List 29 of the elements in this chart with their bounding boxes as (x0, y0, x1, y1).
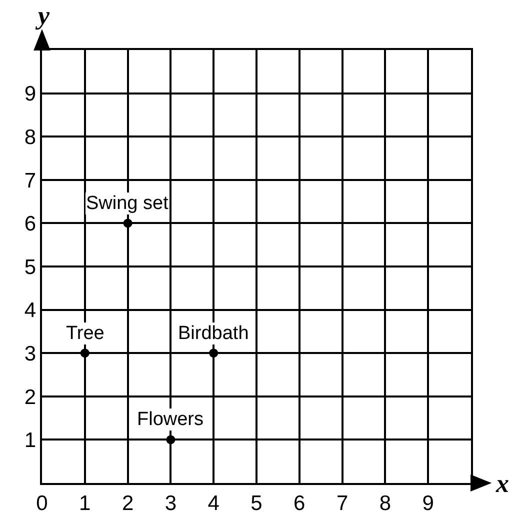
x-tick-label: 6 (294, 492, 306, 515)
y-tick-label: 4 (24, 299, 36, 322)
x-axis-title: x (495, 469, 509, 498)
point (123, 218, 132, 228)
x-tick-label: 2 (122, 492, 134, 515)
y-tick-label: 9 (24, 82, 36, 106)
y-tick-label: 2 (24, 386, 36, 409)
x-tick-label: 1 (79, 492, 91, 515)
x-tick-label: 5 (250, 492, 262, 515)
x-tick-label: 8 (379, 492, 392, 515)
y-tick-label: 1 (24, 429, 36, 452)
x-tick-label: 0 (36, 492, 48, 515)
y-tick-label: 5 (24, 256, 36, 279)
point (209, 348, 218, 358)
point (166, 435, 176, 444)
y-tick-label: 3 (24, 342, 36, 366)
y-tick-label: 8 (24, 126, 36, 149)
x-tick-label: 3 (164, 492, 177, 515)
point (80, 348, 90, 358)
y-tick-label: 6 (24, 212, 36, 236)
annotation: Flowers (137, 409, 204, 430)
x-tick-label: 7 (336, 492, 348, 515)
y-tick-label: 7 (24, 169, 36, 192)
annotation: Swing set (86, 193, 170, 214)
annotation: Tree (66, 323, 104, 344)
x-tick-label: 4 (208, 492, 220, 515)
x-tick-label: 9 (422, 492, 434, 515)
annotation: Birdbath (178, 323, 249, 344)
y-axis-title: y (35, 1, 50, 30)
